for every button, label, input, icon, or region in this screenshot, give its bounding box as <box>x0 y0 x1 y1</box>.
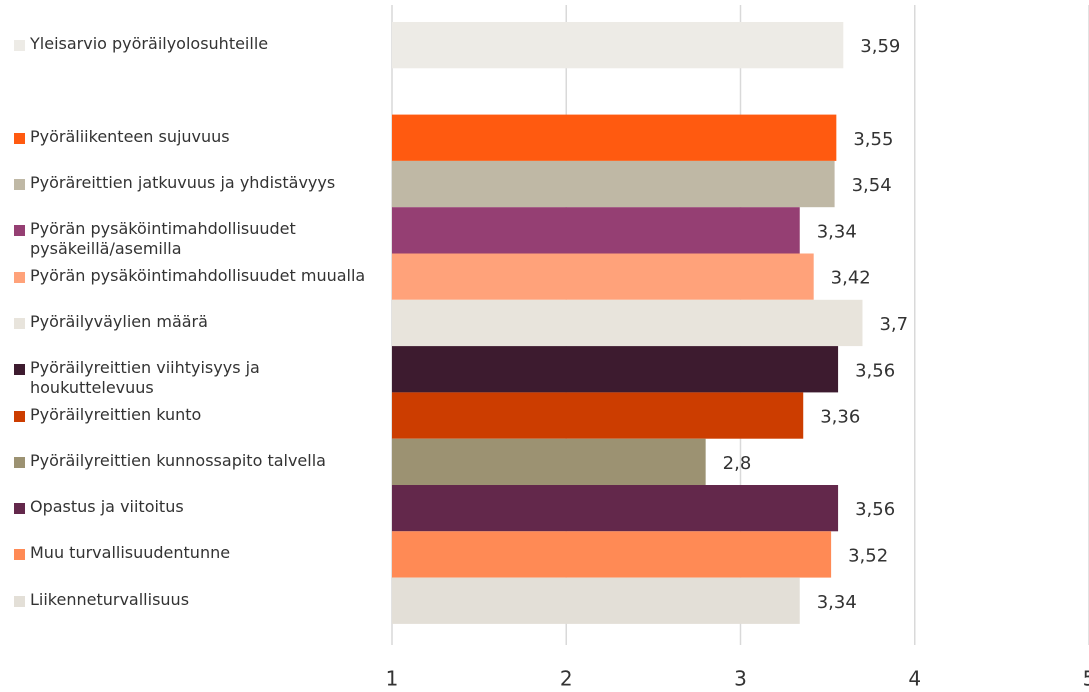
bar <box>392 485 839 532</box>
bar <box>392 299 863 347</box>
value-label: 3,59 <box>860 36 900 57</box>
bar <box>392 531 832 578</box>
category-label: Pyöräliikenteen sujuvuus <box>30 126 230 146</box>
value-label: 3,34 <box>817 592 857 613</box>
category-label: Opastus ja viitoitus <box>30 497 184 517</box>
bar <box>392 253 814 300</box>
legend-swatch <box>14 317 25 329</box>
legend-swatch <box>14 40 25 52</box>
bar <box>392 22 844 69</box>
legend-swatch <box>14 225 25 237</box>
legend-swatch <box>14 179 25 191</box>
category-label: Yleisarvio pyöräilyolosuhteille <box>30 34 269 54</box>
bar <box>392 346 839 393</box>
legend-swatch <box>14 364 25 376</box>
value-label: 3,54 <box>852 175 892 196</box>
x-tick-label: 4 <box>908 667 921 691</box>
category-label: Pyörän pysäköintimahdollisuudet muualla <box>30 265 366 285</box>
value-label: 3,42 <box>831 268 871 289</box>
value-label: 3,56 <box>855 499 895 520</box>
legend-swatch <box>14 271 25 283</box>
x-tick-label: 5 <box>1083 667 1089 691</box>
bar <box>392 207 800 254</box>
value-label: 3,56 <box>855 360 895 381</box>
bar <box>392 114 837 161</box>
legend-swatch <box>14 503 25 515</box>
legend-swatch <box>14 456 25 468</box>
value-label: 3,52 <box>848 545 888 566</box>
legend-swatch <box>14 132 25 144</box>
category-label: Pyöräreittien jatkuvuus ja yhdistävyys <box>30 173 336 193</box>
bar <box>392 392 804 439</box>
value-label: 3,36 <box>820 407 860 428</box>
category-label: Muu turvallisuudentunne <box>30 543 231 563</box>
category-label: Liikenneturvallisuus <box>30 589 190 609</box>
category-label: Pyörän pysäköintimahdollisuudet pysäkeil… <box>30 219 296 259</box>
bar <box>392 160 835 208</box>
legend-swatch <box>14 549 25 561</box>
x-tick-label: 3 <box>734 667 747 691</box>
x-tick-label: 1 <box>386 667 399 691</box>
value-label: 2,8 <box>723 453 752 474</box>
bar <box>392 438 706 485</box>
x-tick-label: 2 <box>560 667 573 691</box>
value-label: 3,7 <box>879 314 908 335</box>
category-label: Pyöräilyreittien viihtyisyys ja houkutte… <box>30 358 260 398</box>
category-label: Pyöräilyreittien kunto <box>30 404 202 424</box>
value-label: 3,55 <box>853 129 893 150</box>
legend-swatch <box>14 410 25 422</box>
value-label: 3,34 <box>817 221 857 242</box>
category-label: Pyöräilyväylien määrä <box>30 311 208 331</box>
bar <box>392 577 800 624</box>
category-label: Pyöräilyreittien kunnossapito talvella <box>30 450 326 470</box>
legend-swatch <box>14 595 25 607</box>
